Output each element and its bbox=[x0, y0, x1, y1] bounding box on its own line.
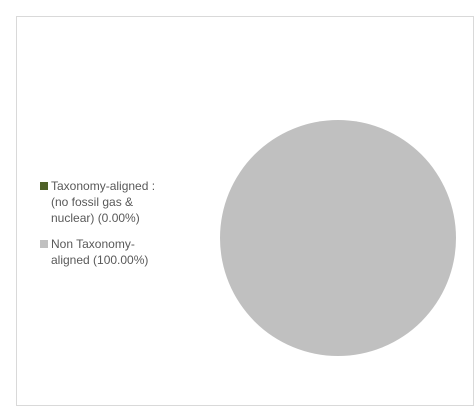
legend-item-taxonomy-aligned: Taxonomy-aligned : (no fossil gas & nucl… bbox=[40, 178, 210, 226]
pie-slice-non-taxonomy-aligned bbox=[220, 120, 456, 356]
legend-label-taxonomy-aligned: Taxonomy-aligned : (no fossil gas & nucl… bbox=[51, 179, 156, 225]
legend-swatch-taxonomy-aligned bbox=[40, 182, 48, 190]
legend-item-non-taxonomy-aligned: Non Taxonomy- aligned (100.00%) bbox=[40, 236, 210, 268]
legend-label-non-taxonomy-aligned: Non Taxonomy- aligned (100.00%) bbox=[51, 237, 149, 267]
chart-legend: Taxonomy-aligned : (no fossil gas & nucl… bbox=[40, 178, 210, 278]
legend-swatch-non-taxonomy-aligned bbox=[40, 240, 48, 248]
